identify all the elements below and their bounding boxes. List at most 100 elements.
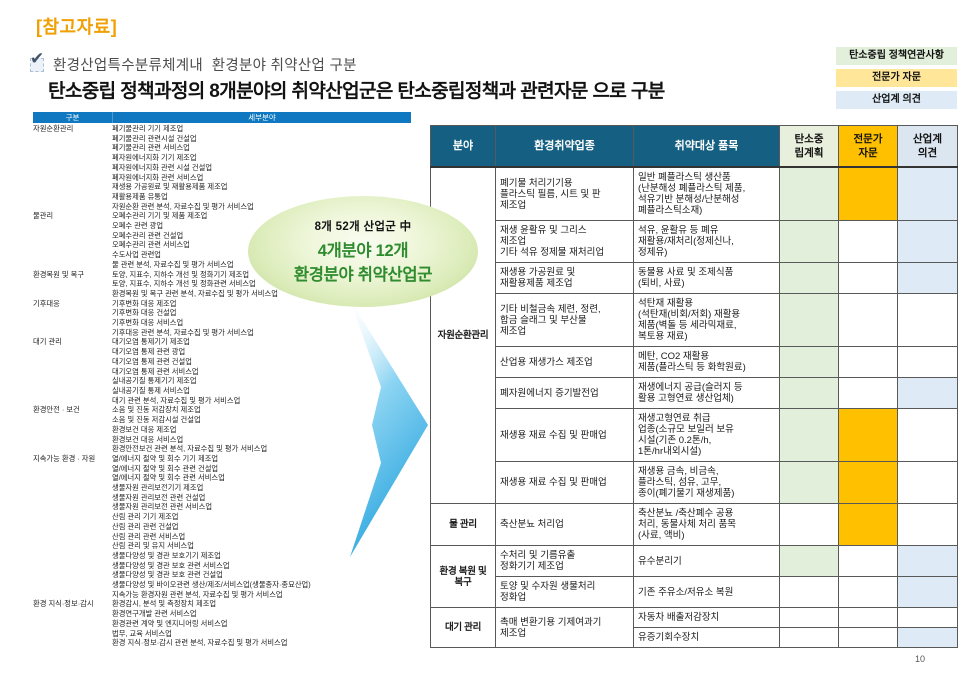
callout-line2: 4개분야 12개 xyxy=(317,242,409,260)
industry-opinion-cell xyxy=(897,293,958,347)
legend-item: 전문가 자문 xyxy=(836,69,957,87)
industry-opinion-cell xyxy=(897,377,958,409)
expert-advice-cell xyxy=(838,293,898,347)
left-table-group: 환경복원 및 복구 토양, 지표수, 지하수 개선 및 정화기기 제조업 토양, … xyxy=(33,270,411,299)
column-header-industry-opinion: 산업계 의견 xyxy=(897,125,958,168)
area-cell: 대기 관리 xyxy=(430,607,496,648)
column-header-category: 구분 xyxy=(33,112,113,123)
left-table-group: 지속가능 환경 · 자원 열/에너지 절약 및 회수 기기 제조업 열/에너지 절… xyxy=(33,454,411,600)
area-cell: 자원순환관리 xyxy=(430,166,496,504)
page-number: 10 xyxy=(914,654,925,664)
carbon-plan-cell xyxy=(779,262,839,294)
legend-item: 산업계 의견 xyxy=(836,91,957,109)
left-table-items: 환경감시, 분석 및 측정장치 제조업 환경연구개발 관련 서비스업 환경관련 … xyxy=(112,599,288,648)
table-row: 재생용 가공원료 및 재활용제품 제조업 동물용 사료 및 조제식품 (퇴비, 사… xyxy=(431,262,958,294)
carbon-plan-cell xyxy=(779,377,839,409)
reference-tag: [참고자료] xyxy=(36,17,118,37)
carbon-plan-cell xyxy=(779,346,839,378)
items-cell: 일반 폐플라스틱 생산품 (난분해성 폐플라스틱 제품, 석유기반 분해성/난분… xyxy=(633,166,780,221)
industry-opinion-cell xyxy=(897,220,958,263)
checkmark-icon: ✔ xyxy=(30,48,45,68)
left-table-category: 환경 지식·정보·감시 xyxy=(33,599,94,609)
left-table-group: 물관리 오폐수관리 기기 및 제품 제조업 오폐수 관련 광업 오폐수관리 관련 … xyxy=(33,211,411,269)
expert-advice-cell xyxy=(838,545,898,577)
expert-advice-cell xyxy=(838,627,898,648)
table-row: 유증기회수장치 xyxy=(431,627,958,648)
carbon-plan-cell xyxy=(779,545,839,577)
subtitle-text: 환경산업특수분류체계내 환경분야 취약산업 구분 xyxy=(53,58,357,74)
column-header-area: 분야 xyxy=(430,125,496,168)
industry-cell: 재생용 가공원료 및 재활용제품 제조업 xyxy=(495,262,634,294)
expert-advice-cell xyxy=(838,576,898,608)
left-table-items: 소음 및 진동 저감장치 제조업 소음 및 진동 저감시설 건설업 환경보건 대… xyxy=(112,405,268,454)
left-table-items: 토양, 지표수, 지하수 개선 및 정화기기 제조업 토양, 지표수, 지하수 … xyxy=(112,269,278,298)
expert-advice-cell xyxy=(838,220,898,263)
left-table-category: 환경복원 및 복구 xyxy=(33,269,85,279)
industry-opinion-cell xyxy=(897,576,958,608)
left-table-group: 환경안전 · 보건 소음 및 진동 저감장치 제조업 소음 및 진동 저감시설 건… xyxy=(33,405,411,454)
industry-cell: 재생 윤활유 및 그리스 제조업 기타 석유 정제물 재처리업 xyxy=(495,220,634,263)
column-header-detail: 세부분야 xyxy=(248,113,276,122)
expert-advice-cell xyxy=(838,166,898,221)
items-cell: 유수분리기 xyxy=(633,545,780,577)
right-table-header-row: 분야 환경취약업종 취약대상 품목 탄소중 립계획 전문가 자문 산업계 의견 xyxy=(430,125,958,168)
expert-advice-cell xyxy=(838,607,898,628)
items-cell: 기존 주유소/저유소 복원 xyxy=(633,576,780,608)
page-title: 탄소중립 정책과정의 8개분야의 취약산업군은 탄소중립정책과 관련자문 으로 … xyxy=(48,81,665,102)
table-row: 산업용 재생가스 제조업 메탄, CO2 재활용 제품(플라스틱 등 화학원료) xyxy=(431,346,958,378)
table-row: 대기 관리 촉매 변환기용 기제여과기 제조업 자동차 배출저감장치 xyxy=(430,607,958,648)
industry-opinion-cell xyxy=(897,607,958,628)
callout-line3: 환경분야 취약산업군 xyxy=(293,266,433,284)
industry-opinion-cell xyxy=(897,166,958,221)
classification-table-header: 구분 세부분야 xyxy=(33,112,411,123)
left-table-category: 기후대응 xyxy=(33,298,60,308)
expert-advice-cell xyxy=(838,346,898,378)
table-row: 재생 윤활유 및 그리스 제조업 기타 석유 정제물 재처리업 석유, 윤활유 등… xyxy=(431,220,958,263)
left-table-category: 자원순환관리 xyxy=(33,124,74,133)
items-cell: 재생에너지 공급(슬러지 등 활용 고형연료 생산업체) xyxy=(633,377,780,409)
summary-callout: 8개 52개 산업군 中 4개분야 12개 환경분야 취약산업군 xyxy=(248,196,478,307)
callout-line1: 8개 52개 산업군 中 xyxy=(314,221,412,233)
column-header-items: 취약대상 품목 xyxy=(633,125,780,168)
expert-advice-cell xyxy=(838,461,898,504)
left-table-category: 환경안전 · 보건 xyxy=(33,405,80,415)
left-table-category: 물관리 xyxy=(33,211,54,221)
left-table-items: 오폐수관리 기기 및 제품 제조업 오폐수 관련 광업 오폐수관리 관련 건설업… xyxy=(112,211,234,269)
items-cell: 재생용 금속, 비금속, 플라스틱, 섬유, 고무, 종이(폐기물기 재생제품) xyxy=(633,461,780,504)
classification-table: 구분 세부분야 자원순환관리 폐기물관리 기기 제조업 폐기물관리 관련시설 건설… xyxy=(33,112,411,648)
left-table-items: 폐기물관리 기기 제조업 폐기물관리 관련시설 건설업 폐기물관리 관련 서비스… xyxy=(112,124,254,211)
legend-item: 탄소중립 정책연관사항 xyxy=(836,47,957,65)
left-table-items: 대기오염 통제기기 제조업 대기오염 통제 관련 광업 대기오염 통제 관련 건… xyxy=(112,337,241,405)
table-row: 재생용 재료 수집 및 판매업 재생용 금속, 비금속, 플라스틱, 섬유, 고무… xyxy=(431,461,958,504)
industry-cell: 기타 비철금속 제련, 정련, 합금 슬래그 및 부산물 제조업 xyxy=(495,293,634,347)
industry-opinion-cell xyxy=(897,408,958,462)
vulnerable-industry-table: 분야 환경취약업종 취약대상 품목 탄소중 립계획 전문가 자문 산업계 의견 … xyxy=(430,125,958,648)
items-cell: 석탄재 재활용 (석탄재(비회/저회) 재활용 제품(벽돌 등 세라믹재료, 복… xyxy=(633,293,780,347)
industry-cell: 폐기물 처리기기용 플라스틱 필름, 시트 및 판 제조업 xyxy=(495,166,634,221)
left-table-category: 지속가능 환경 · 자원 xyxy=(33,453,96,463)
industry-cell: 재생용 재료 수집 및 판매업 xyxy=(495,408,634,462)
carbon-plan-cell xyxy=(779,408,839,462)
industry-cell: 폐자원에너지 증기발전업 xyxy=(495,377,634,409)
expert-advice-cell xyxy=(838,503,898,546)
left-table-items: 기후변화 대응 제조업 기후변화 대응 건설업 기후변화 대응 서비스업 기후대… xyxy=(112,298,254,337)
industry-opinion-cell xyxy=(897,627,958,648)
carbon-plan-cell xyxy=(779,576,839,608)
arrow-right-icon xyxy=(350,300,428,557)
left-table-group: 기후대응 기후변화 대응 제조업 기후변화 대응 건설업 기후변화 대응 서비스업… xyxy=(33,299,411,338)
table-row: 환경 복원 및 복구 수처리 및 기름유출 정화기기 제조업 유수분리기 xyxy=(430,545,958,608)
left-table-group: 대기 관리 대기오염 통제기기 제조업 대기오염 통제 관련 광업 대기오염 통제… xyxy=(33,337,411,405)
items-cell: 석유, 윤활유 등 폐유 재활용/재처리(정제신나, 정제유) xyxy=(633,220,780,263)
industry-opinion-cell xyxy=(897,545,958,577)
industry-cell: 수처리 및 기름유출 정화기기 제조업 xyxy=(495,545,634,577)
right-table-body: 자원순환관리 폐기물 처리기기용 플라스틱 필름, 시트 및 판 제조업 일반 폐플… xyxy=(430,166,958,648)
subtitle-row: ✔ 환경산업특수분류체계내 환경분야 취약산업 구분 xyxy=(30,50,357,75)
area-cell: 물 관리 xyxy=(430,503,496,546)
area-cell: 환경 복원 및 복구 xyxy=(430,545,496,608)
carbon-plan-cell xyxy=(779,293,839,347)
column-header-expert-advice: 전문가 자문 xyxy=(838,125,898,168)
industry-opinion-cell xyxy=(897,346,958,378)
table-row: 자원순환관리 폐기물 처리기기용 플라스틱 필름, 시트 및 판 제조업 일반 폐플… xyxy=(430,166,958,504)
carbon-plan-cell xyxy=(779,503,839,546)
table-row: 폐자원에너지 증기발전업 재생에너지 공급(슬러지 등 활용 고형연료 생산업체) xyxy=(431,377,958,409)
